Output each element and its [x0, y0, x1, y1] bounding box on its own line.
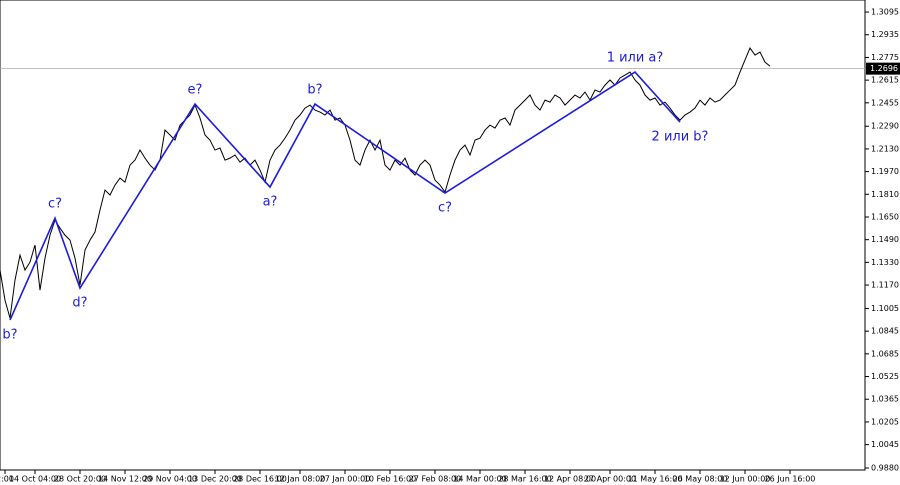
x-tick-label: 26 Jun 16:00	[765, 475, 816, 484]
x-tick-label: 14 Oct 04:00	[9, 475, 61, 484]
x-tick-label: 11 May 16:00	[628, 475, 683, 484]
wave-label: 2 или b?	[652, 130, 709, 145]
y-tick-label: 1.1330	[871, 258, 899, 267]
x-tick-label: 28 Mar 16:00	[498, 475, 551, 484]
wave-label: c?	[438, 201, 452, 216]
y-tick-label: 1.1170	[871, 281, 899, 290]
x-tick-label: 27 Apr 00:00	[584, 475, 636, 484]
y-tick-label: 1.2290	[871, 122, 899, 131]
x-tick-label: 14 Mar 00:00	[453, 475, 506, 484]
y-tick-label: 1.0525	[871, 372, 899, 381]
x-tick-label: 28 Dec 16:00	[233, 475, 287, 484]
y-tick-label: 1.1490	[871, 235, 899, 244]
y-tick-label: 1.1650	[871, 212, 899, 221]
wave-label: d?	[72, 296, 87, 311]
x-tick-label: 14 Nov 12:00	[98, 475, 152, 484]
plot-frame	[0, 0, 866, 471]
y-tick-label: 1.1005	[871, 304, 899, 313]
y-tick-label: 1.0685	[871, 349, 899, 358]
wave-label: e?	[188, 83, 203, 98]
x-tick-label: 12 Jan 08:00	[275, 475, 326, 484]
y-tick-label: 1.3095	[871, 8, 899, 17]
x-tick-label: 12 Jun 00:00	[720, 475, 771, 484]
x-tick-label: 27 Feb 08:00	[409, 475, 461, 484]
wave-label: b?	[307, 83, 322, 98]
x-tick-label: 27 Jan 00:00	[320, 475, 371, 484]
y-tick-label: 1.2775	[871, 53, 899, 62]
x-tick-label: 2:00	[0, 475, 14, 484]
wave-label: c?	[48, 197, 62, 212]
y-tick-label: 1.1970	[871, 167, 899, 176]
y-tick-label: 1.2615	[871, 76, 899, 85]
y-tick-label: 1.1810	[871, 190, 899, 199]
last-price-box	[866, 62, 900, 75]
x-tick-label: 10 Feb 16:00	[364, 475, 416, 484]
wave-line	[9, 71, 681, 321]
price-line	[0, 47, 771, 319]
wave-label: b?	[2, 328, 17, 343]
x-tick-label: 12 Apr 08:00	[544, 475, 596, 484]
wave-label: a?	[263, 195, 278, 210]
y-tick-label: 1.0045	[871, 440, 899, 449]
y-tick-label: 1.0205	[871, 417, 899, 426]
y-tick-label: 1.0845	[871, 327, 899, 336]
wave-label: 1 или a?	[607, 51, 664, 66]
last-price-label: 1.2696	[870, 64, 898, 73]
y-tick-label: 1.2935	[871, 30, 899, 39]
y-tick-label: 1.2130	[871, 144, 899, 153]
y-tick-label: 1.2455	[871, 98, 899, 107]
y-tick-label: 0.9880	[871, 464, 899, 473]
y-tick-label: 1.0365	[871, 395, 899, 404]
x-tick-label: 29 Nov 04:00	[143, 475, 197, 484]
x-tick-label: 13 Dec 20:00	[188, 475, 242, 484]
x-tick-label: 28 Oct 20:00	[54, 475, 106, 484]
x-tick-label: 26 May 08:00	[673, 475, 728, 484]
